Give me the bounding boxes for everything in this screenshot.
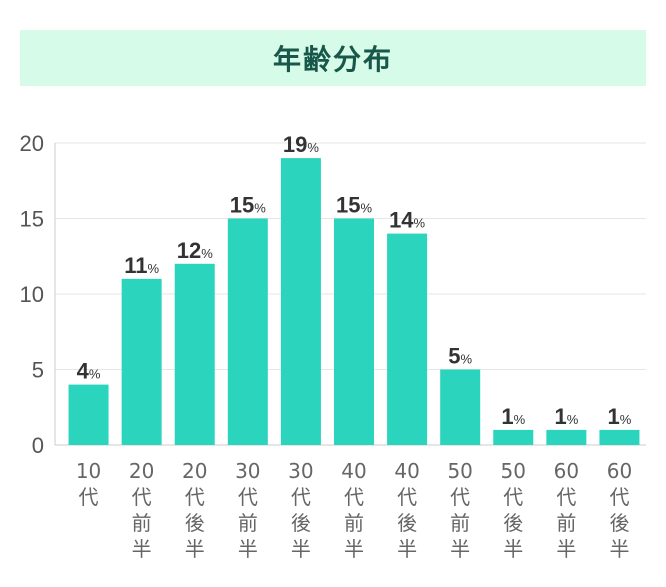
data-label: 4% bbox=[77, 359, 101, 384]
x-category-label: 前 bbox=[450, 511, 470, 535]
bar bbox=[174, 263, 215, 445]
x-category-label: 半 bbox=[397, 537, 417, 561]
x-category-label: 半 bbox=[344, 537, 364, 561]
x-category-label: 40 bbox=[341, 459, 366, 483]
bar bbox=[599, 429, 640, 445]
x-category-label: 半 bbox=[185, 537, 205, 561]
bar bbox=[121, 278, 162, 445]
data-label: 1% bbox=[501, 404, 525, 429]
x-category-label: 20 bbox=[129, 459, 154, 483]
data-label: 5% bbox=[448, 344, 472, 369]
x-category-label: 半 bbox=[238, 537, 258, 561]
y-tick-label: 10 bbox=[20, 282, 44, 307]
x-category-label: 半 bbox=[503, 537, 523, 561]
x-category-label: 30 bbox=[288, 459, 313, 483]
bar bbox=[280, 158, 321, 445]
x-category-label: 前 bbox=[238, 511, 258, 535]
x-category-label: 前 bbox=[556, 511, 576, 535]
x-category-label: 代 bbox=[185, 485, 205, 509]
x-category-label: 後 bbox=[397, 511, 417, 535]
x-category-label: 前 bbox=[132, 511, 152, 535]
x-category-label: 代 bbox=[291, 485, 311, 509]
x-category-label: 半 bbox=[609, 537, 629, 561]
data-label: 1% bbox=[554, 404, 578, 429]
x-category-label: 半 bbox=[556, 537, 576, 561]
data-label: 15% bbox=[230, 193, 266, 218]
x-category-label: 40 bbox=[394, 459, 419, 483]
x-category-label: 代 bbox=[450, 485, 470, 509]
x-category-label: 後 bbox=[185, 511, 205, 535]
x-category-label: 半 bbox=[291, 537, 311, 561]
bar bbox=[334, 218, 374, 445]
data-label: 19% bbox=[283, 132, 319, 157]
x-category-label: 前 bbox=[344, 511, 364, 535]
x-category-label: 代 bbox=[609, 485, 629, 509]
chart-title-banner: 年齢分布 bbox=[20, 30, 646, 86]
data-label: 15% bbox=[336, 193, 372, 218]
x-category-label: 代 bbox=[503, 485, 523, 509]
x-category-label: 10 bbox=[76, 459, 101, 483]
bar bbox=[493, 429, 534, 445]
x-category-label: 60 bbox=[607, 459, 632, 483]
x-category-label: 代 bbox=[344, 485, 364, 509]
x-category-label: 20 bbox=[182, 459, 207, 483]
y-tick-label: 5 bbox=[32, 358, 44, 383]
x-category-label: 代 bbox=[556, 485, 576, 509]
bar bbox=[440, 369, 481, 445]
y-tick-label: 15 bbox=[20, 207, 44, 232]
data-label: 14% bbox=[389, 208, 425, 233]
x-category-label: 後 bbox=[503, 511, 523, 535]
x-category-label: 50 bbox=[501, 459, 526, 483]
data-label: 1% bbox=[608, 404, 632, 429]
x-category-label: 後 bbox=[291, 511, 311, 535]
bar bbox=[546, 429, 587, 445]
x-category-label: 半 bbox=[132, 537, 152, 561]
x-category-label: 代 bbox=[238, 485, 258, 509]
y-tick-label: 0 bbox=[32, 433, 44, 458]
x-category-label: 代 bbox=[132, 485, 152, 509]
y-tick-label: 20 bbox=[20, 131, 44, 156]
data-label: 12% bbox=[177, 238, 213, 263]
data-label: 11% bbox=[124, 253, 159, 278]
chart-title: 年齢分布 bbox=[272, 43, 393, 76]
x-category-label: 代 bbox=[397, 485, 417, 509]
x-category-label: 半 bbox=[450, 537, 470, 561]
x-category-label: 代 bbox=[79, 485, 99, 509]
x-category-label: 30 bbox=[235, 459, 260, 483]
x-category-label: 50 bbox=[447, 459, 472, 483]
bar bbox=[68, 384, 109, 445]
bar bbox=[387, 233, 428, 445]
x-category-label: 60 bbox=[554, 459, 579, 483]
bar bbox=[227, 218, 268, 445]
x-category-label: 後 bbox=[609, 511, 629, 535]
